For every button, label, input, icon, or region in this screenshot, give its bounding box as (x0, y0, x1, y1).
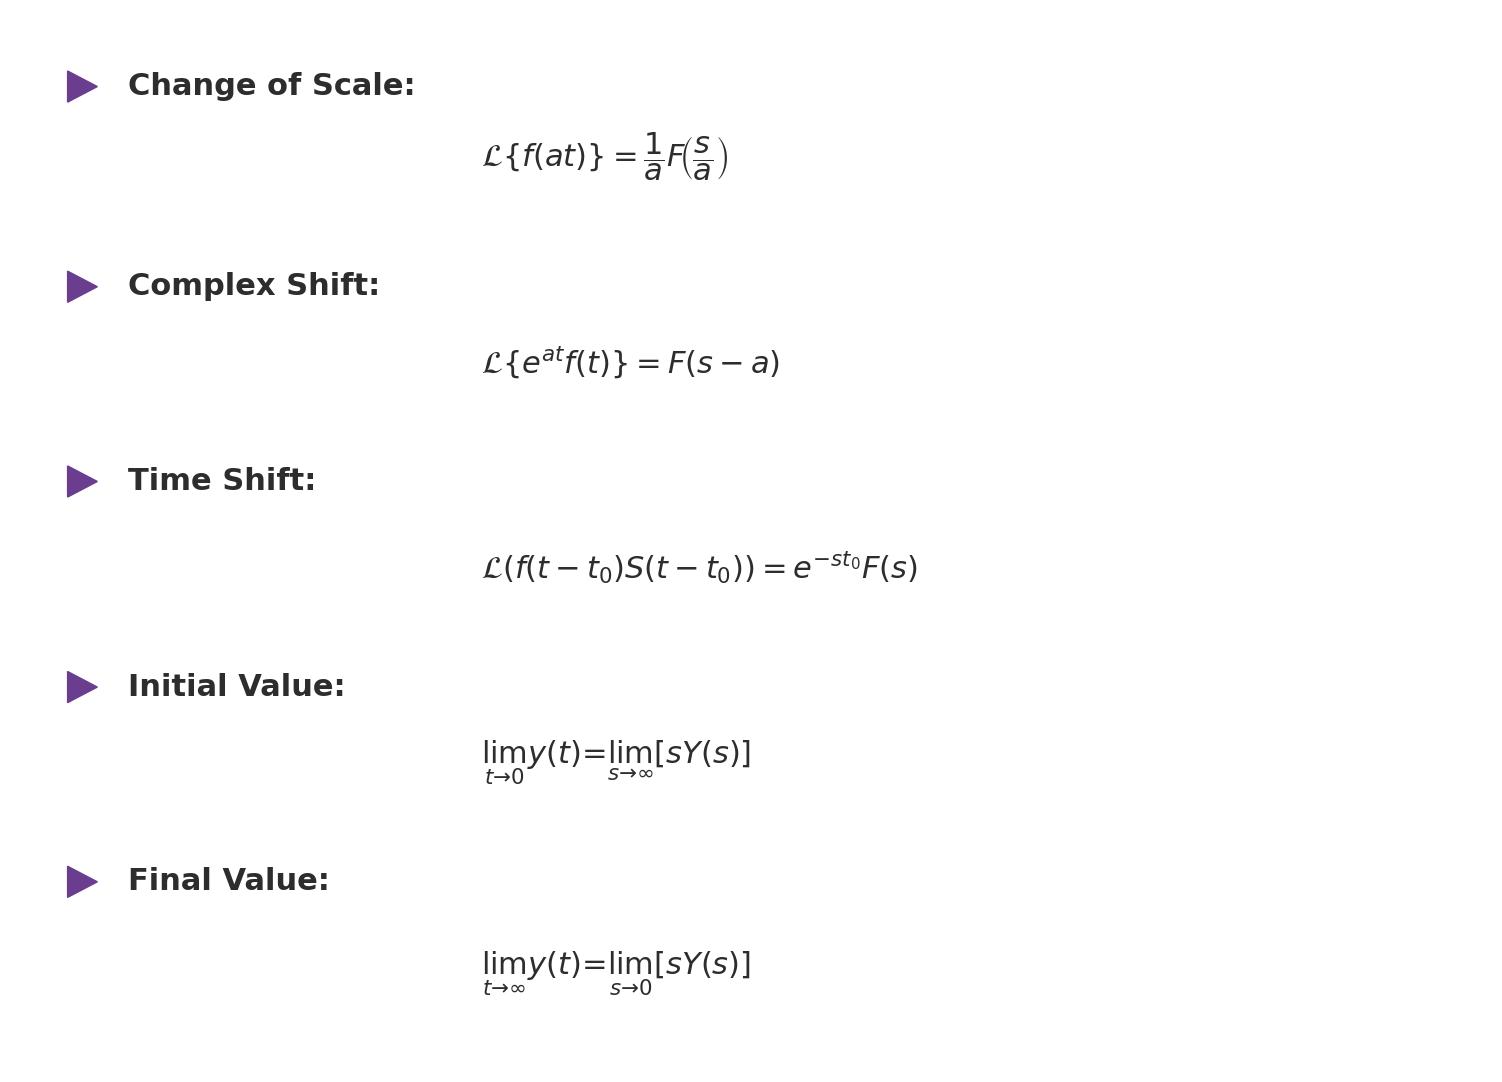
Text: $\lim_{t \to 0} y(t) = \lim_{s \to \infty} [sY(s)]$: $\lim_{t \to 0} y(t) = \lim_{s \to \inft… (481, 739, 751, 787)
Text: Final Value:: Final Value: (128, 868, 329, 896)
Text: $\mathcal{L}(f(t - t_0)S(t - t_0)) = e^{-st_0}F(s)$: $\mathcal{L}(f(t - t_0)S(t - t_0)) = e^{… (481, 550, 918, 586)
Polygon shape (68, 867, 98, 897)
Text: $\lim_{t \to \infty} y(t) = \lim_{s \to 0} [sY(s)]$: $\lim_{t \to \infty} y(t) = \lim_{s \to … (481, 950, 751, 998)
Text: Initial Value:: Initial Value: (128, 673, 345, 701)
Polygon shape (68, 272, 98, 302)
Text: Change of Scale:: Change of Scale: (128, 72, 415, 101)
Polygon shape (68, 672, 98, 702)
Text: $\mathcal{L}\{f(at)\} = \dfrac{1}{a}F\!\left(\dfrac{s}{a}\right)$: $\mathcal{L}\{f(at)\} = \dfrac{1}{a}F\!\… (481, 131, 728, 183)
Polygon shape (68, 71, 98, 102)
Polygon shape (68, 466, 98, 497)
Text: $\mathcal{L}\{e^{at}f(t)\} = F(s - a)$: $\mathcal{L}\{e^{at}f(t)\} = F(s - a)$ (481, 344, 780, 381)
Text: Complex Shift:: Complex Shift: (128, 273, 380, 301)
Text: Time Shift:: Time Shift: (128, 467, 315, 496)
